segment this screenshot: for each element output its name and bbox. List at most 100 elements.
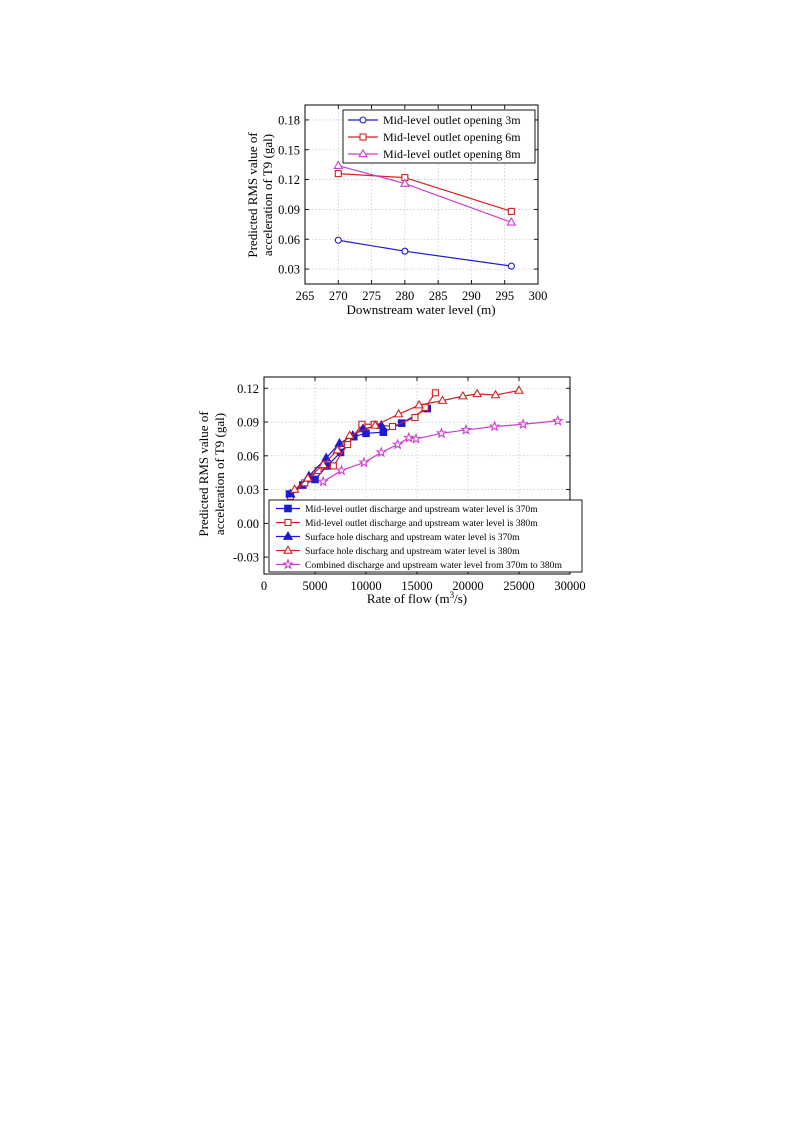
chart-1-series-2-point <box>334 170 342 178</box>
chart-2-series-1-point <box>379 428 388 436</box>
chart-1-y-axis-title-line-2: acceleration of T9 (gal) <box>260 134 275 256</box>
chart-1-y-tick-label: 0.03 <box>278 263 300 277</box>
chart-2-series-3-point <box>285 488 296 498</box>
chart-1-x-tick-label: 265 <box>296 289 315 303</box>
chart-2-tick-labels: 0 5000 10000 15000 20000 25000 30000 -0.03 0.00 0… <box>233 382 586 593</box>
chart-2-series-4-point <box>302 473 313 482</box>
chart-1-tick-labels: 265 270 275 280 285 290 295 300 0.03 0.06 0.09 0.12… <box>278 113 547 303</box>
chart-2-series-5-point <box>391 438 404 450</box>
chart-1-legend-label-3: Mid-level outlet opening 8m <box>383 147 521 161</box>
chart-1-legend-marker-3 <box>358 148 368 158</box>
chart-1-x-tick-label: 300 <box>529 289 548 303</box>
chart-2-series-2-point <box>329 462 337 470</box>
chart-2-legend-box <box>268 499 583 573</box>
chart-1-series-3-line <box>338 165 512 223</box>
chart-2-series-4-point <box>414 399 424 409</box>
chart-2-legend-label-3: Surface hole discharg and upstream water… <box>305 532 520 543</box>
chart-2-series-4-point <box>318 459 329 469</box>
chart-1-series-3-point <box>399 178 410 187</box>
chart-2-y-axis-title-line-2: acceleration of T9 (gal) <box>212 413 227 535</box>
chart-1-series-1-line <box>338 239 512 267</box>
chart-1-x-tick-label: 290 <box>462 289 481 303</box>
chart-2-x-tick-label: 20000 <box>452 579 483 593</box>
chart-2-series-5-point <box>460 423 472 435</box>
chart-1-series-1-point <box>507 262 515 270</box>
chart-2-x-tick-label: 25000 <box>503 579 534 593</box>
chart-2-series-4-point <box>393 408 404 418</box>
chart-2-legend-marker-2 <box>284 518 292 527</box>
chart-2-series-5-point <box>375 446 388 458</box>
chart-1-x-axis-title: Downstream water level (m) <box>346 302 495 317</box>
chart-2-series-4-point <box>457 390 468 400</box>
chart-2-x-tick-label: 5000 <box>303 579 328 593</box>
chart-2-plot-frame <box>263 376 571 575</box>
chart-2-legend-marker-3 <box>282 530 294 540</box>
chart-1-series <box>333 160 517 270</box>
chart-1-legend-label-2: Mid-level outlet opening 6m <box>383 130 521 144</box>
chart-1-plot-frame <box>304 104 539 285</box>
chart-1-x-tick-label: 295 <box>495 289 514 303</box>
chart-2-series-2-point <box>411 413 419 422</box>
chart-2-y-tick-label: 0.00 <box>237 517 259 531</box>
chart-2-x-tick-label: 15000 <box>401 579 432 593</box>
chart-1-y-tick-label: 0.09 <box>278 203 300 217</box>
chart-2-legend-label-5: Combined discharge and upstream water le… <box>305 560 562 571</box>
chart-2-legend-label-4: Surface hole discharg and upstream water… <box>305 546 520 557</box>
chart-2-series-2-point <box>344 440 352 449</box>
chart-2-legend-entries: Mid-level outlet discharge and upstream … <box>276 504 562 571</box>
chart-2-series-4-point <box>370 420 381 429</box>
chart-2-series-2-point <box>388 422 397 431</box>
chart-2-x-axis-title-superscript: 3 <box>450 590 455 600</box>
chart-2-series-2-point <box>431 389 439 397</box>
chart-2-legend-marker-4 <box>283 545 293 554</box>
chart-1-x-tick-label: 275 <box>362 289 381 303</box>
chart-2-legend-label-1: Mid-level outlet discharge and upstream … <box>305 504 538 515</box>
chart-1-legend-marker-2 <box>359 133 367 141</box>
chart-2-series-5-point <box>517 418 529 430</box>
chart-2-legend: Mid-level outlet discharge and upstream … <box>268 499 583 573</box>
chart-2-x-tick-label: 10000 <box>350 579 381 593</box>
chart-2-series-4-point <box>437 395 448 404</box>
chart-2-legend-marker-5 <box>282 558 294 570</box>
chart-1-series-3-point <box>333 160 344 169</box>
chart-2-y-tick-label: 0.06 <box>237 449 259 463</box>
chart-1-y-tick-label: 0.12 <box>278 173 300 187</box>
chart-1-x-tick-label: 270 <box>329 289 348 303</box>
chart-1-series-1-point <box>334 236 342 244</box>
chart-2-series-4-point <box>344 430 355 439</box>
chart-1-y-axis-title-line-1: Predicted RMS value of <box>245 132 260 258</box>
chart-2-y-tick-label: -0.03 <box>233 551 259 565</box>
chart-1-x-tick-label: 285 <box>429 289 448 303</box>
chart-2-x-axis-title-tail: /s) <box>454 591 467 606</box>
chart-2-series-5-point <box>403 431 415 443</box>
chart-2-series-5-point <box>410 432 422 444</box>
chart-2-x-axis-title-main: Rate of flow (m <box>367 591 450 606</box>
chart-2-series-4-point <box>472 388 483 398</box>
chart-2-grid <box>264 377 570 574</box>
chart-2-legend-label-2: Mid-level outlet discharge and upstream … <box>305 518 538 529</box>
chart-2-series-4-point <box>289 484 300 493</box>
chart-1-legend-marker-1 <box>359 116 367 124</box>
chart-1-y-tick-label: 0.06 <box>278 233 300 247</box>
chart-1-y-tick-label: 0.18 <box>278 113 300 127</box>
chart-1-series-2-point <box>507 207 515 215</box>
chart-1-x-tick-label: 280 <box>395 289 414 303</box>
chart-1: 265 270 275 280 285 290 295 300 0.03 0.06 0.09 0.12… <box>245 104 547 317</box>
chart-2-series-3-point <box>376 419 387 429</box>
chart-2-series-5-point <box>335 464 348 476</box>
chart-1-series-1-point <box>401 247 409 255</box>
chart-1-series-3-point <box>506 217 517 226</box>
chart-2-series-3-point <box>334 437 345 447</box>
chart-2-series-5-point <box>435 427 448 439</box>
chart-1-y-tick-label: 0.15 <box>278 143 300 157</box>
chart-2-series-4-point <box>514 385 524 394</box>
chart-2-series-5-point <box>488 420 501 432</box>
chart-2-y-axis-title-line-1: Predicted RMS value of <box>196 411 211 537</box>
chart-2-legend-marker-1 <box>284 504 292 513</box>
chart-2-x-axis-title: Rate of flow (m3/s) <box>367 590 467 606</box>
chart-2-x-tick-label: 30000 <box>554 579 585 593</box>
chart-2-x-tick-label: 0 <box>261 579 267 593</box>
chart-2-series-4-point <box>332 444 343 454</box>
chart-2-y-tick-label: 0.09 <box>237 416 259 430</box>
